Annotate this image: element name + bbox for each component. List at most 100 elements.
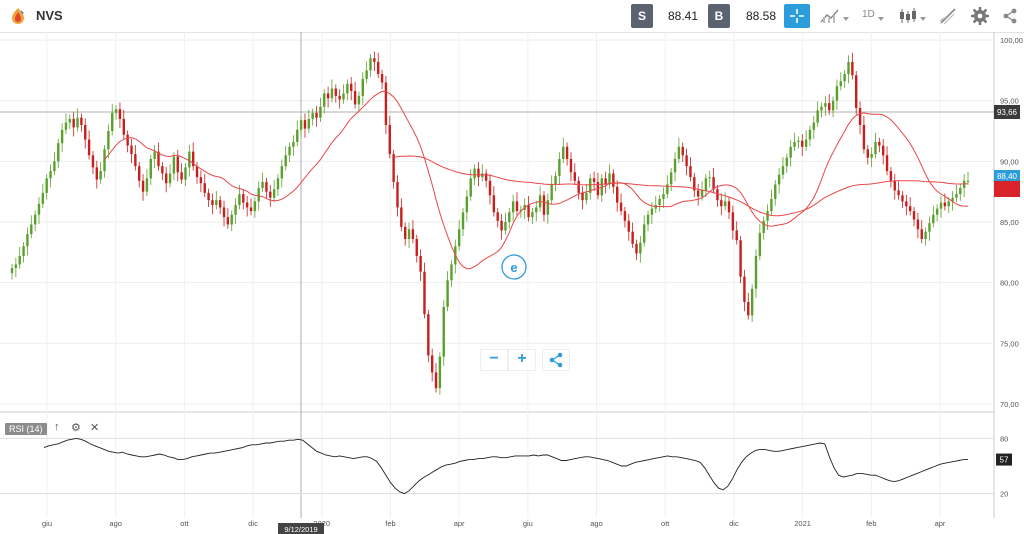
share-button[interactable] [542,349,570,371]
candles-icon [900,8,916,23]
candle-body [326,93,330,99]
candle-body [76,117,79,128]
candles-button[interactable] [896,4,930,28]
candle-body [762,220,765,233]
chart-type-button[interactable] [818,4,852,28]
etoro-badge-icon: e [510,260,517,275]
candle-body [60,129,64,144]
y-tick-label: 75,00 [1000,339,1019,348]
candle-body [820,106,823,111]
candle-body [897,190,900,196]
candle-body [338,95,341,100]
candle-body [357,95,361,105]
candle-body [693,177,696,191]
candle-body [57,143,60,162]
settings-button[interactable] [968,4,992,28]
candle-body [905,201,908,207]
candle-body [789,146,792,158]
candle-body [365,70,368,79]
candle-body [350,83,353,92]
candle-body [635,243,638,254]
candle-body [581,192,584,201]
candle-body [554,175,557,185]
rsi-level-label: 20 [1000,490,1008,499]
candle-body [862,124,866,150]
x-tick-label: apr [454,519,465,528]
candle-body [292,141,295,147]
candle-body [631,231,634,244]
candle-body [565,146,569,159]
zoom-out-icon: − [489,350,499,367]
candle-body [384,82,388,125]
x-tick-label: ago [109,519,122,528]
gear-icon[interactable]: ⚙ [71,422,81,434]
price-chart[interactable]: 100,00 95,00 90,00 85,00 80,00 75,00 70,00 giu… [0,32,1024,534]
candle-body [669,172,673,185]
candle-body [585,192,588,201]
candle-body [689,166,692,178]
rsi-indicator-label[interactable]: RSI (14) [5,423,47,435]
candle-body [924,231,927,239]
candle-body [307,118,311,129]
sell-price[interactable]: 88.41 [667,9,698,23]
candle-body [68,118,72,123]
crosshair-button[interactable] [784,4,810,28]
candle-body [855,75,858,108]
candle-body [126,134,129,146]
candle-body [920,229,923,239]
buy-label: B [714,9,724,23]
candle-body [226,217,230,225]
candle-body [311,112,314,119]
candle-body [427,314,430,356]
candle-body [380,74,384,83]
chevron-down-icon [920,17,926,21]
etoro-badge[interactable]: e [501,254,527,280]
candle-body [962,180,966,189]
buy-price[interactable]: 88.58 [745,9,776,23]
x-tick-label: ott [661,519,670,528]
rsi-current-value: 57 [1000,456,1009,465]
buy-button[interactable]: B [708,4,730,28]
candle-body [469,178,472,197]
candle-body [149,158,152,179]
x-tick-label: dic [248,519,258,528]
candle-body [396,181,399,208]
share-top-button[interactable] [998,4,1022,28]
candle-body [835,86,839,101]
candle-body [49,171,52,179]
candle-body [161,166,164,174]
instrument-symbol: NVS [36,8,63,23]
candle-body [95,167,99,180]
zoom-out-button[interactable]: − [480,349,508,371]
candle-body [188,151,191,168]
draw-button[interactable] [936,4,962,28]
arrow-up-icon[interactable]: ↑ [54,421,60,433]
candle-body [199,177,203,184]
chevron-down-icon [843,17,849,21]
draw-icon [939,8,956,25]
candle-body [727,201,731,213]
candle-body [793,141,796,147]
candle-body [754,255,758,289]
zoom-in-button[interactable]: + [508,349,536,371]
candle-body [627,220,630,232]
candle-body [808,129,812,140]
price-level-tag-text: 93,66 [997,108,1018,117]
candle-body [446,280,449,307]
candle-body [122,118,125,135]
candle-body [619,202,623,212]
close-icon[interactable]: ✕ [90,422,100,434]
timeframe-button[interactable]: 1D [858,4,888,28]
candle-body [508,212,511,222]
candle-body [434,372,438,389]
candle-body [801,140,804,147]
sell-button[interactable]: S [631,4,653,28]
candle-body [22,246,25,256]
candle-body [134,154,137,167]
candle-body [785,157,789,167]
candle-body [168,173,172,184]
candle-body [392,154,395,182]
logo-icon [12,8,24,24]
candle-body [172,156,176,174]
candle-body [473,168,476,179]
